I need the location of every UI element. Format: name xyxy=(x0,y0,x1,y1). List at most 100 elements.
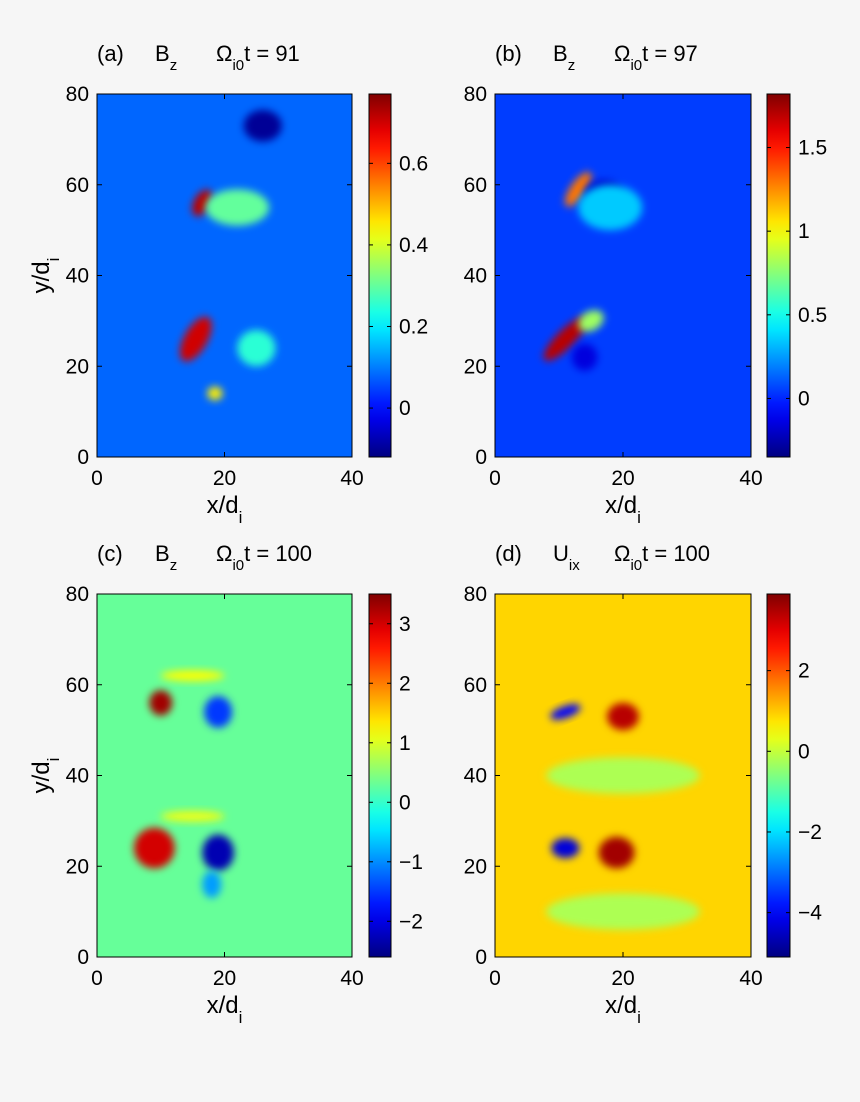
y-tick-label: 0 xyxy=(475,446,487,469)
y-tick-label: 40 xyxy=(66,765,89,788)
panel-letter: (a) xyxy=(97,41,124,66)
heatmap-feature xyxy=(205,189,270,226)
heatmap-feature xyxy=(543,317,588,361)
heatmap-feature xyxy=(160,670,225,682)
colorbar-tick-label: 1 xyxy=(798,220,810,243)
x-tick-label: 40 xyxy=(340,467,363,490)
x-axis-label: x/di xyxy=(605,492,641,527)
colorbar-tick-label: 0 xyxy=(798,740,810,763)
colorbar-tick-label: 0.2 xyxy=(399,315,428,338)
heatmap-feature xyxy=(204,696,233,728)
x-tick-label: 20 xyxy=(611,467,634,490)
colorbar-tick-label: 0 xyxy=(399,397,411,420)
heatmap-feature xyxy=(202,870,222,899)
panel-letter: (d) xyxy=(495,541,522,566)
y-tick-label: 0 xyxy=(77,446,89,469)
colorbar-tick-label: −1 xyxy=(399,851,423,874)
y-tick-label: 40 xyxy=(66,265,89,288)
x-axis-label: x/di xyxy=(207,492,243,527)
colorbar-tick-label: 1.5 xyxy=(798,137,827,160)
y-tick-label: 20 xyxy=(66,355,89,378)
y-tick-label: 0 xyxy=(77,946,89,969)
heatmap-feature xyxy=(571,343,598,371)
y-tick-label: 20 xyxy=(464,355,487,378)
x-tick-label: 0 xyxy=(489,967,501,990)
heatmap-feature xyxy=(149,690,173,716)
panel-letter: (b) xyxy=(495,41,522,66)
colorbar-tick-label: −2 xyxy=(798,821,822,844)
colorbar xyxy=(368,93,392,458)
heatmap-background xyxy=(495,94,751,457)
heatmap-feature xyxy=(607,702,639,731)
colorbar xyxy=(766,593,791,958)
x-axis-label: x/di xyxy=(207,992,243,1027)
x-tick-label: 20 xyxy=(213,967,236,990)
colorbar-tick-label: 0 xyxy=(399,791,411,814)
colorbar-tick-label: 0.4 xyxy=(399,234,429,257)
x-axis-label: x/di xyxy=(605,992,641,1027)
x-tick-label: 20 xyxy=(611,967,634,990)
y-tick-label: 20 xyxy=(464,855,487,878)
heatmap-panel-a: 0 20 40 0 20 40 60 80 x/di y/di (a) Bz Ωi0t = 91 0 0.2… xyxy=(28,41,429,527)
y-tick-label: 60 xyxy=(66,674,89,697)
x-tick-label: 40 xyxy=(340,967,363,990)
heatmap-feature xyxy=(578,184,643,231)
heatmap-feature xyxy=(160,810,225,822)
colorbar-tick-label: 2 xyxy=(399,672,411,695)
x-tick-label: 0 xyxy=(489,467,501,490)
colorbar xyxy=(766,93,791,458)
heatmap-feature xyxy=(546,893,700,930)
heatmap-feature xyxy=(237,329,276,367)
panel-time: Ωi0t = 100 xyxy=(216,541,312,574)
heatmap-feature xyxy=(546,757,700,794)
heatmap-panel-d: 0 20 40 0 20 40 60 80 x/di (d) Uix Ωi0t = 100 −4 −2 0 2 xyxy=(464,541,823,1027)
x-tick-label: 20 xyxy=(213,467,236,490)
heatmap-feature xyxy=(179,316,212,362)
panel-time: Ωi0t = 91 xyxy=(216,41,300,74)
panel-time: Ωi0t = 97 xyxy=(614,41,698,74)
heatmap-feature xyxy=(550,704,581,720)
heatmap-feature xyxy=(564,171,592,207)
y-tick-label: 60 xyxy=(464,674,487,697)
y-tick-label: 80 xyxy=(464,583,487,606)
colorbar xyxy=(368,593,392,958)
heatmap-feature xyxy=(578,310,604,332)
y-tick-label: 20 xyxy=(66,855,89,878)
y-axis-label: y/di xyxy=(28,258,63,294)
y-tick-label: 60 xyxy=(66,174,89,197)
colorbar-tick-label: 0.6 xyxy=(399,152,428,175)
panel-time: Ωi0t = 100 xyxy=(614,541,710,574)
colorbar-tick-label: −4 xyxy=(798,902,822,925)
x-tick-label: 40 xyxy=(739,467,762,490)
y-tick-label: 40 xyxy=(464,765,487,788)
heatmap-feature xyxy=(551,838,580,859)
heatmap-background xyxy=(97,94,352,457)
colorbar-tick-label: 2 xyxy=(798,660,810,683)
colorbar-tick-label: 3 xyxy=(399,613,411,636)
panel-letter: (c) xyxy=(97,541,123,566)
panel-quantity: Bz xyxy=(155,41,177,74)
colorbar-tick-label: −2 xyxy=(399,910,423,933)
y-tick-label: 0 xyxy=(475,946,487,969)
y-tick-label: 80 xyxy=(66,83,89,106)
heatmap-panel-b: 0 20 40 0 20 40 60 80 x/di (b) Bz Ωi0t = 97 0 0.5 1 1.5 xyxy=(464,41,828,527)
heatmap-feature xyxy=(133,827,175,869)
panel-quantity: Bz xyxy=(155,541,177,574)
colorbar-tick-label: 0.5 xyxy=(798,304,827,327)
panel-quantity: Uix xyxy=(553,541,580,574)
y-tick-label: 80 xyxy=(464,83,487,106)
heatmap-feature xyxy=(243,109,282,142)
y-tick-label: 60 xyxy=(464,174,487,197)
y-tick-label: 40 xyxy=(464,265,487,288)
panel-quantity: Bz xyxy=(553,41,575,74)
heatmap-feature xyxy=(202,834,235,871)
colorbar-tick-label: 0 xyxy=(798,387,810,410)
x-tick-label: 40 xyxy=(739,967,762,990)
heatmap-feature xyxy=(207,386,223,401)
x-tick-label: 0 xyxy=(91,967,103,990)
heatmap-feature xyxy=(598,836,635,869)
heatmap-background xyxy=(97,594,352,957)
colorbar-tick-label: 1 xyxy=(399,732,411,755)
